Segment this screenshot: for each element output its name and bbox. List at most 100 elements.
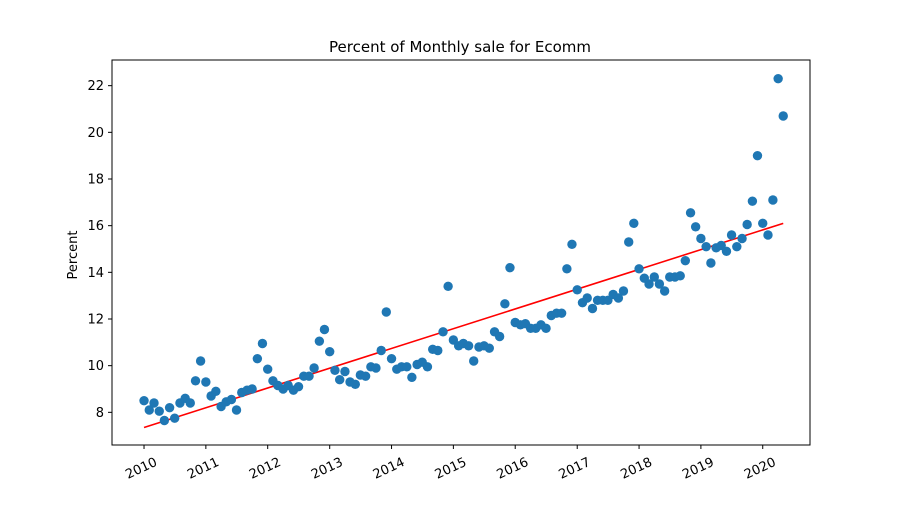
x-tick-label: 2012 bbox=[247, 455, 283, 483]
scatter-point bbox=[680, 255, 691, 266]
scatter-point bbox=[330, 365, 340, 376]
x-tick-label: 2020 bbox=[742, 455, 778, 483]
scatter-point bbox=[587, 303, 598, 314]
scatter-point bbox=[314, 336, 325, 346]
scatter-point bbox=[201, 377, 211, 387]
scatter-point bbox=[582, 293, 592, 303]
scatter-point bbox=[494, 331, 505, 342]
scatter-point bbox=[463, 341, 474, 351]
scatter-point bbox=[376, 345, 386, 356]
scatter-point bbox=[340, 366, 350, 377]
scatter-point bbox=[433, 345, 443, 356]
scatter-point bbox=[613, 293, 624, 303]
scatter-point bbox=[469, 356, 479, 366]
chart-title: Percent of Monthly sale for Ecomm bbox=[329, 38, 591, 56]
scatter-point bbox=[144, 405, 154, 415]
scatter-point bbox=[185, 398, 195, 408]
scatter-point bbox=[556, 308, 567, 318]
scatter-point bbox=[252, 353, 263, 364]
scatter-point bbox=[773, 73, 783, 84]
axes-frame bbox=[111, 59, 811, 446]
scatter-point bbox=[154, 406, 164, 416]
scatter-point bbox=[562, 264, 572, 274]
y-axis-label: Percent bbox=[66, 231, 81, 280]
scatter-point bbox=[371, 363, 381, 373]
scatter-point bbox=[737, 233, 747, 244]
scatter-point bbox=[685, 208, 696, 218]
scatter-point bbox=[763, 230, 773, 240]
x-tick-label: 2019 bbox=[680, 455, 716, 483]
scatter-point bbox=[407, 372, 417, 383]
scatter-point bbox=[742, 219, 752, 230]
scatter-point bbox=[262, 364, 273, 374]
scatter-point bbox=[484, 343, 494, 353]
scatter-point bbox=[567, 239, 577, 250]
x-tick-label: 2017 bbox=[557, 455, 593, 483]
scatter-point bbox=[149, 398, 159, 408]
scatter-point bbox=[334, 374, 345, 385]
scatter-point bbox=[422, 362, 433, 372]
scatter-point bbox=[257, 338, 268, 349]
scatter-point bbox=[304, 371, 314, 381]
scatter-point bbox=[169, 413, 180, 423]
scatter-point bbox=[319, 324, 330, 335]
scatter-point bbox=[778, 111, 788, 121]
scatter-point bbox=[572, 285, 582, 295]
scatter-point bbox=[747, 196, 758, 206]
scatter-point bbox=[211, 386, 221, 397]
scatter-point bbox=[644, 279, 654, 289]
x-tick-label: 2018 bbox=[618, 455, 654, 483]
scatter-point bbox=[159, 415, 170, 426]
scatter-point bbox=[139, 395, 149, 406]
scatter-point bbox=[247, 384, 257, 394]
y-tick-label: 22 bbox=[87, 79, 104, 94]
scatter-point bbox=[768, 195, 778, 205]
scatter-point bbox=[381, 307, 391, 317]
scatter-point bbox=[293, 381, 304, 392]
scatter-point bbox=[325, 346, 335, 357]
scatter-point bbox=[690, 222, 701, 232]
x-tick-label: 2016 bbox=[495, 455, 531, 483]
x-tick-label: 2015 bbox=[433, 455, 469, 483]
scatter-point bbox=[659, 286, 670, 296]
scatter-point bbox=[309, 363, 319, 373]
scatter-point bbox=[438, 327, 448, 337]
scatter-point bbox=[226, 394, 237, 405]
x-tick-label: 2013 bbox=[309, 455, 345, 483]
scatter-point bbox=[164, 402, 175, 413]
y-tick-label: 18 bbox=[87, 173, 104, 188]
scatter-point bbox=[721, 246, 732, 257]
scatter-point bbox=[649, 272, 660, 282]
scatter-point bbox=[190, 376, 201, 386]
scatter-point bbox=[500, 299, 510, 309]
scatter-point bbox=[726, 230, 737, 240]
scatter-point bbox=[386, 353, 397, 364]
scatter-point bbox=[654, 279, 665, 289]
y-tick-label: 12 bbox=[87, 313, 104, 328]
scatter-point bbox=[443, 281, 453, 292]
scatter-point bbox=[624, 237, 634, 247]
scatter-point bbox=[350, 379, 360, 390]
scatter-point bbox=[618, 286, 629, 296]
scatter-point bbox=[195, 356, 206, 366]
scatter-point bbox=[541, 323, 551, 334]
x-tick-label: 2011 bbox=[185, 455, 221, 483]
x-tick-label: 2010 bbox=[123, 455, 159, 483]
scatter-point bbox=[629, 218, 639, 229]
y-tick-label: 8 bbox=[96, 406, 104, 421]
y-tick-label: 20 bbox=[87, 126, 104, 141]
y-tick-label: 16 bbox=[87, 219, 104, 234]
y-tick-label: 14 bbox=[87, 266, 104, 281]
plot-area: 8 10 12 14 16 18 20 22 2010 2011 2012 2013 2014 2015 2… bbox=[87, 59, 811, 483]
scatter-point bbox=[706, 258, 716, 268]
scatter-point bbox=[402, 362, 412, 372]
trend-line bbox=[143, 222, 784, 429]
y-tick-label: 10 bbox=[87, 359, 104, 374]
scatter-point bbox=[360, 371, 371, 381]
scatter-point bbox=[505, 262, 515, 273]
scatter-point bbox=[696, 233, 706, 244]
scatter-point bbox=[675, 271, 685, 281]
scatter-point bbox=[732, 241, 742, 252]
scatter-point bbox=[752, 150, 763, 161]
